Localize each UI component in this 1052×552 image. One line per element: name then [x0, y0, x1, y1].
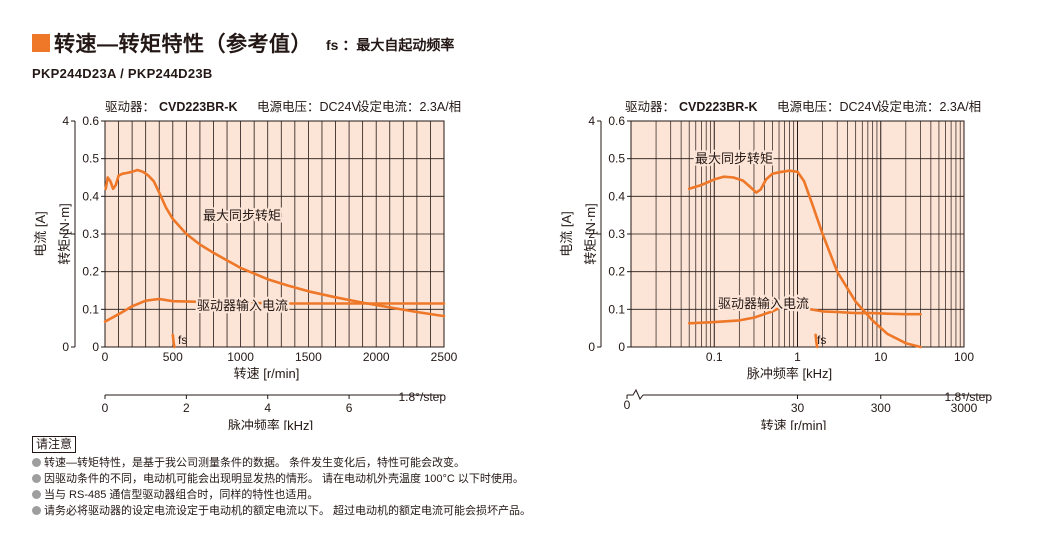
x-tick-label: 2000 — [363, 350, 390, 364]
torque-tick-label: 0.4 — [82, 189, 99, 203]
torque-curve — [687, 169, 922, 349]
current-tick-label: 2 — [588, 227, 595, 241]
current-curve-label: 驱动器输入电流 — [197, 298, 288, 313]
note-text: 请务必将驱动器的设定电流设定于电动机的额定电流以下。 超过电动机的额定电流可能会… — [44, 505, 532, 517]
current-curve — [103, 297, 446, 323]
title-block: 转速—转矩特性（参考值） fs ：最大自起动频率 — [32, 30, 454, 56]
torque-axis-title: 转矩 [N·m] — [583, 203, 598, 264]
fs-legend-label: fs ：最大自起动频率 — [326, 37, 455, 53]
secondary-axis-title: 脉冲频率 [kHz] — [228, 418, 313, 430]
current-axis-title: 电流 [A] — [33, 211, 48, 257]
current-curve-label: 驱动器输入电流 — [718, 296, 809, 311]
note-item: 转速—转矩特性，是基于我公司测量条件的数据。 条件发生变化后，特性可能会改变。 — [32, 455, 531, 471]
x-tick-label: 2500 — [431, 350, 458, 364]
torque-tick-label: 0.6 — [608, 114, 625, 128]
fs-curve-label: fs — [178, 333, 187, 347]
title-accent-square — [32, 34, 50, 52]
torque-tick-label: 0 — [92, 340, 99, 354]
supply-voltage: 电源电压：DC24V — [777, 100, 880, 114]
step-angle-label: 1.8°/step — [399, 390, 447, 404]
secondary-tick-label: 4 — [264, 401, 271, 415]
x-tick-label: 500 — [163, 350, 183, 364]
page-title: 转速—转矩特性（参考值） — [54, 33, 312, 56]
x-tick-label: 10 — [874, 350, 888, 364]
note-text: 当与 RS-485 通信型驱动器组合时，同样的特性也适用。 — [44, 489, 319, 501]
torque-curve-label: 最大同步转矩 — [203, 208, 281, 223]
torque-tick-label: 0.2 — [82, 265, 99, 279]
secondary-tick-label: 30 — [791, 401, 805, 415]
torque-curve — [104, 168, 446, 318]
set-current: 设定电流：2.3A/相 — [357, 99, 461, 114]
torque-tick-label: 0.1 — [608, 302, 625, 316]
current-tick-label: 0 — [588, 340, 595, 354]
driver-model: CVD223BR-K — [679, 100, 758, 114]
note-text: 转速—转矩特性，是基于我公司测量条件的数据。 条件发生变化后，特性可能会改变。 — [44, 457, 466, 469]
torque-axis-title: 转矩 [N·m] — [57, 203, 72, 264]
secondary-tick-label: 0 — [102, 401, 109, 415]
notes-block: 请注意 转速—转矩特性，是基于我公司测量条件的数据。 条件发生变化后，特性可能会… — [32, 436, 531, 519]
model-number: PKP244D23A / PKP244D23B — [32, 66, 213, 81]
bullet-icon — [32, 474, 41, 483]
current-axis-title: 电流 [A] — [559, 211, 574, 257]
x-tick-label: 0 — [102, 350, 109, 364]
torque-tick-label: 0 — [618, 340, 625, 354]
torque-tick-label: 0.3 — [608, 227, 625, 241]
torque-tick-label: 0.5 — [608, 152, 625, 166]
secondary-tick-label: 300 — [871, 401, 891, 415]
bullet-icon — [32, 458, 41, 467]
driver-model: CVD223BR-K — [159, 100, 238, 114]
driver-label: 驱动器： — [105, 100, 155, 114]
current-tick-label: 0 — [62, 340, 69, 354]
note-item: 请务必将驱动器的设定电流设定于电动机的额定电流以下。 超过电动机的额定电流可能会… — [32, 503, 531, 519]
x-axis-title: 转速 [r/min] — [234, 366, 300, 381]
x-tick-label: 100 — [954, 350, 974, 364]
current-tick-label: 4 — [62, 114, 69, 128]
torque-tick-label: 0.1 — [82, 302, 99, 316]
axis-break-icon — [627, 388, 644, 400]
x-tick-label: 0.1 — [706, 350, 723, 364]
x-tick-label: 1 — [794, 350, 801, 364]
step-angle-label: 1.8°/step — [945, 390, 993, 404]
torque-tick-label: 0.6 — [82, 114, 99, 128]
fs-curve — [171, 333, 176, 349]
secondary-tick-label: 3000 — [951, 401, 978, 415]
x-tick-label: 1500 — [295, 350, 322, 364]
secondary-origin-label: 0 — [624, 398, 631, 412]
current-tick-label: 2 — [62, 227, 69, 241]
fs-curve — [814, 333, 819, 349]
secondary-axis-title: 转速 [r/min] — [761, 418, 827, 430]
bullet-icon — [32, 506, 41, 515]
x-tick-label: 1000 — [227, 350, 254, 364]
current-curve — [687, 300, 922, 325]
set-current: 设定电流：2.3A/相 — [877, 99, 981, 114]
driver-label: 驱动器： — [625, 100, 675, 114]
notes-heading: 请注意 — [32, 436, 77, 453]
torque-tick-label: 0.5 — [82, 152, 99, 166]
torque-tick-label: 0.2 — [608, 265, 625, 279]
torque-curve-label: 最大同步转矩 — [695, 151, 773, 166]
note-item: 因驱动条件的不同，电动机可能会出现明显发热的情形。 请在电动机外壳温度 100°… — [32, 471, 531, 487]
secondary-tick-label: 6 — [346, 401, 353, 415]
torque-tick-label: 0.3 — [82, 227, 99, 241]
x-axis-title: 脉冲频率 [kHz] — [747, 366, 832, 381]
supply-voltage: 电源电压：DC24V — [257, 100, 360, 114]
fs-curve-label: fs — [817, 333, 826, 347]
bullet-icon — [32, 490, 41, 499]
current-tick-label: 4 — [588, 114, 595, 128]
note-text: 因驱动条件的不同，电动机可能会出现明显发热的情形。 请在电动机外壳温度 100°… — [44, 473, 524, 485]
note-item: 当与 RS-485 通信型驱动器组合时，同样的特性也适用。 — [32, 487, 531, 503]
torque-tick-label: 0.4 — [608, 189, 625, 203]
secondary-tick-label: 2 — [183, 401, 190, 415]
